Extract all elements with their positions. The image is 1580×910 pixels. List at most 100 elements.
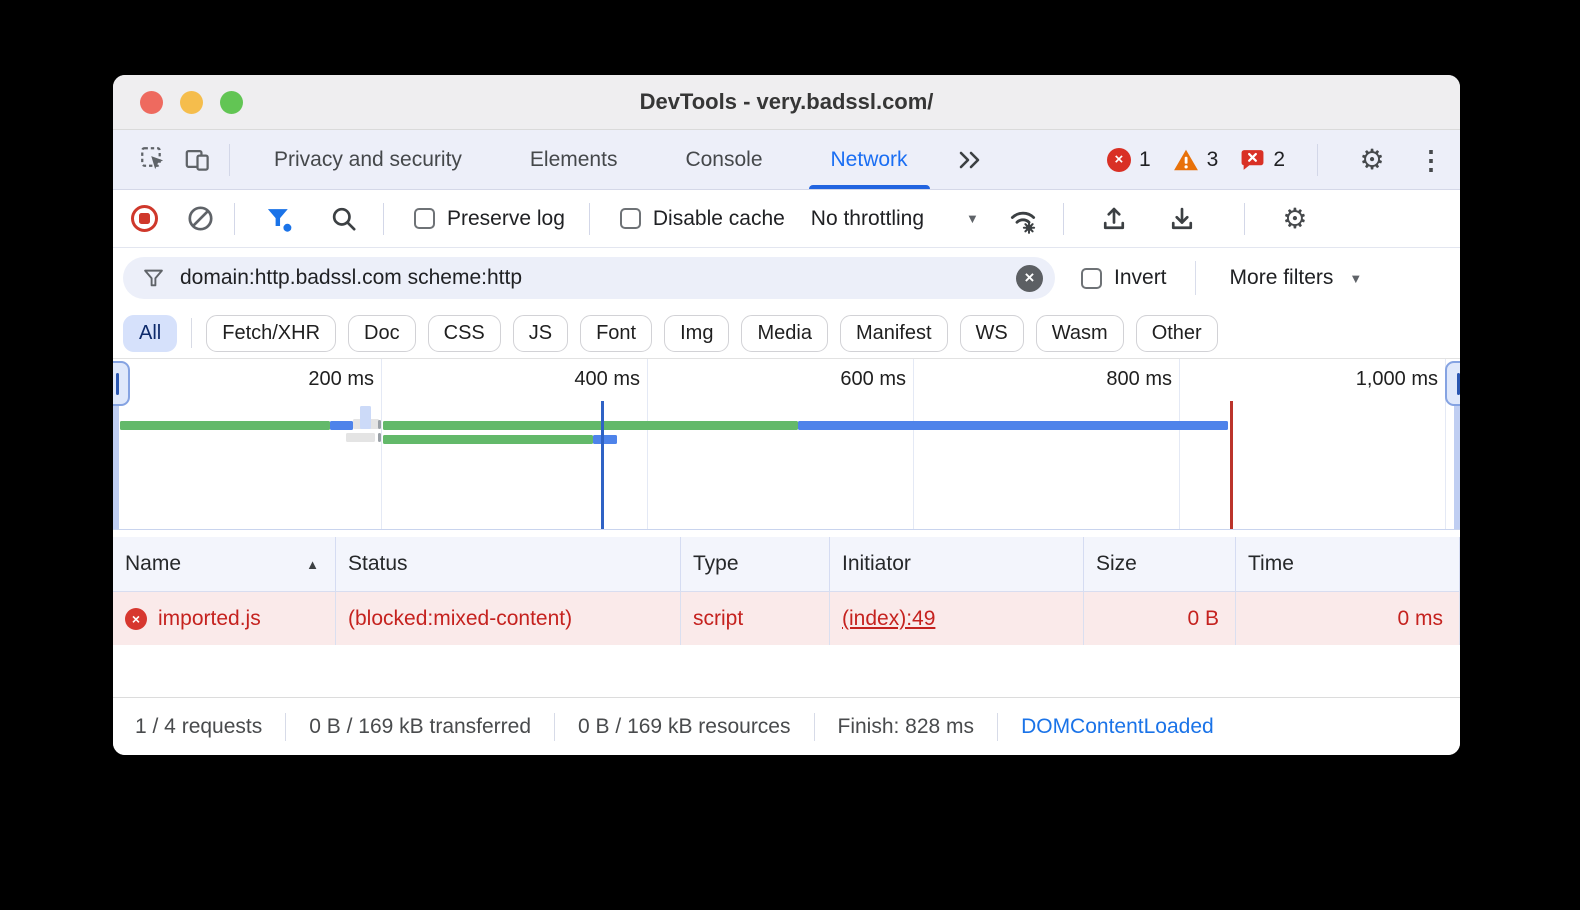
throttling-value: No throttling (810, 206, 925, 230)
devtools-window: DevTools - very.badssl.com/ Privacy and … (113, 75, 1460, 755)
chip-divider (191, 318, 193, 348)
throttling-select[interactable]: No throttling ▼ (811, 207, 979, 231)
minimize-window-button[interactable] (180, 90, 203, 114)
filter-chip-font[interactable]: Font (580, 314, 653, 352)
network-toolbar: Preserve log Disable cache No throttling… (113, 190, 1460, 248)
overview-gridline (381, 359, 382, 529)
filter-divider (1194, 261, 1196, 295)
warning-badge[interactable]: 3 (1173, 147, 1219, 172)
record-network-log-button[interactable] (131, 205, 158, 232)
finish-time: Finish: 828 ms (837, 714, 975, 738)
overview-bar (383, 421, 798, 430)
close-window-button[interactable] (140, 90, 163, 114)
settings-gear-icon[interactable]: ⚙ (1359, 143, 1385, 175)
column-header-initiator[interactable]: Initiator (830, 537, 1084, 591)
column-header-name[interactable]: Name ▲ (113, 537, 336, 591)
status-divider (285, 712, 287, 741)
error-badge[interactable]: × 1 (1106, 147, 1151, 172)
overview-bar (593, 435, 617, 444)
request-error-icon: × (125, 607, 147, 630)
chevron-down-icon: ▼ (1349, 270, 1363, 286)
overview-table-gap (113, 530, 1460, 537)
network-overview[interactable]: 200 ms 400 ms 600 ms 800 ms 1,000 ms (113, 358, 1460, 530)
filter-chip-fetch-xhr[interactable]: Fetch/XHR (206, 314, 337, 352)
overview-tick-label: 200 ms (308, 368, 374, 390)
overview-gridline (1179, 359, 1180, 529)
overview-right-handle[interactable] (1445, 361, 1460, 406)
tab-network[interactable]: Network (797, 130, 942, 189)
request-size-cell: 0 B (1084, 592, 1236, 645)
column-header-size[interactable]: Size (1084, 537, 1236, 591)
filter-chip-img[interactable]: Img (664, 314, 730, 352)
filter-chip-media[interactable]: Media (741, 314, 828, 352)
disable-cache-checkbox[interactable] (619, 208, 641, 229)
error-icon: × (1106, 147, 1131, 172)
tab-privacy-and-security[interactable]: Privacy and security (274, 147, 462, 171)
more-filters-dropdown[interactable]: More filters ▼ (1230, 266, 1363, 290)
load-marker-line (1230, 401, 1233, 529)
export-har-icon[interactable] (1160, 197, 1204, 241)
domcontentloaded-time: DOMContentLoaded (1021, 714, 1214, 738)
preserve-log-label: Preserve log (447, 206, 565, 230)
resource-type-filters: All Fetch/XHR Doc CSS JS Font Img Media Manifest… (113, 308, 1460, 358)
overview-bar (120, 421, 330, 430)
filter-chip-ws[interactable]: WS (959, 314, 1024, 352)
filter-chip-js[interactable]: JS (512, 314, 569, 352)
overview-bar (360, 406, 371, 429)
overview-gridline (913, 359, 914, 529)
request-time-cell: 0 ms (1236, 592, 1460, 645)
overview-bar (346, 433, 375, 442)
overview-gridline (1445, 359, 1446, 529)
window-title: DevTools - very.badssl.com/ (639, 89, 934, 114)
clear-network-log-button[interactable] (178, 197, 222, 241)
filter-chip-all[interactable]: All (123, 314, 178, 352)
error-count: 1 (1138, 147, 1151, 171)
status-bar: 1 / 4 requests 0 B / 169 kB transferred … (113, 697, 1460, 755)
tab-console[interactable]: Console (685, 147, 763, 171)
issues-icon (1241, 150, 1264, 170)
clear-filter-icon[interactable]: × (1016, 264, 1043, 292)
title-bar: DevTools - very.badssl.com/ (113, 75, 1460, 130)
request-initiator-cell: (index):49 (830, 592, 1084, 645)
device-toolbar-icon[interactable] (175, 138, 219, 182)
preserve-log-checkbox[interactable] (414, 208, 435, 229)
domcontentloaded-marker-line (601, 401, 604, 529)
overview-tick-label: 600 ms (840, 368, 906, 390)
overview-left-handle[interactable] (113, 361, 130, 406)
filter-chip-other[interactable]: Other (1135, 314, 1218, 352)
issues-badge[interactable]: 2 (1240, 148, 1285, 172)
import-har-icon[interactable] (1092, 197, 1136, 241)
tab-bar-divider (229, 143, 230, 176)
filter-toggle-icon[interactable] (257, 197, 301, 241)
filter-chip-manifest[interactable]: Manifest (839, 314, 948, 352)
table-row[interactable]: × imported.js (blocked:mixed-content) sc… (113, 592, 1460, 645)
disable-cache-label: Disable cache (652, 206, 785, 230)
inspect-element-icon[interactable] (131, 138, 175, 182)
column-header-time[interactable]: Time (1236, 537, 1460, 591)
status-divider (997, 712, 999, 741)
filter-chip-wasm[interactable]: Wasm (1035, 314, 1124, 352)
column-header-type[interactable]: Type (681, 537, 830, 591)
filter-chip-doc[interactable]: Doc (348, 314, 416, 352)
overview-tick-label: 1,000 ms (1355, 368, 1438, 390)
traffic-lights (140, 90, 243, 114)
drag-grip-icon (115, 372, 119, 395)
filter-input-container: × (123, 257, 1055, 299)
tab-elements[interactable]: Elements (529, 147, 618, 171)
drag-grip-icon (1456, 372, 1460, 395)
initiator-link[interactable]: (index):49 (842, 606, 936, 630)
filter-input[interactable] (180, 266, 1000, 290)
filter-chip-css[interactable]: CSS (427, 314, 501, 352)
request-name-cell[interactable]: × imported.js (113, 592, 336, 645)
warning-count: 3 (1206, 147, 1219, 171)
search-icon[interactable] (321, 197, 365, 241)
zoom-window-button[interactable] (220, 90, 243, 114)
status-divider (554, 712, 556, 741)
column-header-status[interactable]: Status (336, 537, 681, 591)
more-tabs-icon[interactable] (948, 138, 992, 182)
network-conditions-icon[interactable] (1001, 197, 1045, 241)
record-icon (139, 213, 150, 224)
overflow-menu-icon[interactable]: ⋮ (1418, 144, 1444, 175)
invert-checkbox[interactable] (1081, 267, 1102, 289)
network-settings-gear-icon[interactable]: ⚙ (1282, 202, 1308, 234)
